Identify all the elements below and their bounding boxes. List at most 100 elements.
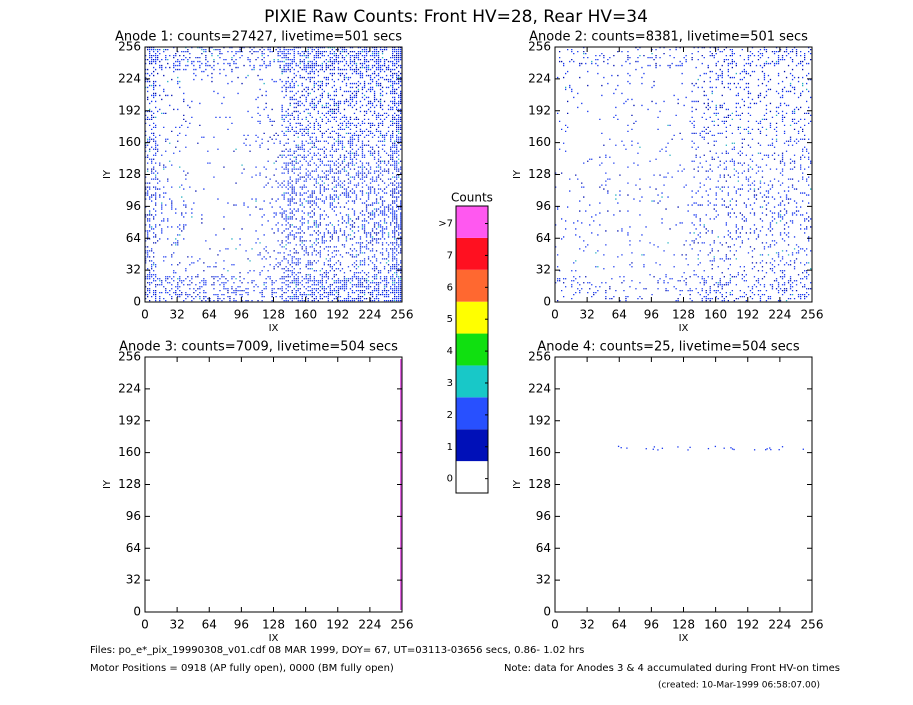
y-tick-label: 64 [126, 541, 141, 555]
footer-files: Files: po_e*_pix_19990308_v01.cdf 08 MAR… [90, 645, 584, 656]
y-tick-label: 64 [536, 231, 551, 245]
colorbar-label: >7 [438, 219, 453, 230]
y-tick-label: 64 [536, 541, 551, 555]
y-tick-label: 192 [118, 413, 141, 427]
x-tick-label: 32 [579, 308, 594, 322]
x-tick-label: 0 [141, 308, 149, 322]
x-tick-label: 256 [391, 308, 414, 322]
pixel-texture [802, 448, 804, 450]
y-tick-label: 256 [528, 350, 551, 364]
y-axis-label: IY [102, 169, 113, 179]
x-tick-label: 128 [672, 308, 695, 322]
y-tick-label: 160 [118, 445, 141, 459]
x-tick-label: 64 [202, 618, 217, 632]
pixel-texture [661, 447, 664, 449]
y-tick-label: 0 [543, 295, 551, 309]
pixel-texture [733, 448, 735, 451]
panel-title: Anode 4: counts=25, livetime=504 secs [537, 340, 799, 355]
x-tick-label: 256 [801, 308, 824, 322]
colorbar-swatch [456, 461, 488, 493]
pixel-texture [565, 53, 812, 302]
pixel-texture [687, 449, 689, 451]
y-tick-label: 192 [528, 103, 551, 117]
x-tick-label: 64 [612, 308, 627, 322]
y-tick-label: 96 [126, 199, 141, 213]
y-tick-label: 160 [118, 135, 141, 149]
pixel-texture [730, 447, 732, 449]
y-tick-label: 160 [528, 445, 551, 459]
y-tick-label: 192 [528, 413, 551, 427]
y-tick-label: 96 [536, 199, 551, 213]
colorbar-swatch [456, 397, 488, 430]
pixel-texture [645, 448, 647, 450]
x-tick-label: 32 [169, 308, 184, 322]
y-tick-label: 32 [536, 573, 551, 587]
x-tick-label: 128 [672, 618, 695, 632]
pixel-texture [653, 446, 656, 448]
colorbar-swatch [456, 365, 488, 398]
y-axis-label: IY [512, 479, 523, 489]
x-tick-label: 192 [326, 308, 349, 322]
y-tick-label: 160 [528, 135, 551, 149]
colorbar-swatch [456, 206, 488, 238]
plot-frame [144, 356, 403, 613]
pixel-texture [707, 447, 710, 450]
x-tick-label: 96 [234, 618, 249, 632]
pixel-texture [145, 47, 402, 302]
x-tick-label: 256 [391, 618, 414, 632]
x-tick-label: 224 [358, 308, 381, 322]
colorbar-label: 3 [447, 378, 453, 389]
panel-title: Anode 2: counts=8381, livetime=501 secs [529, 30, 808, 45]
colorbar-swatch [456, 301, 488, 334]
plot-frame [554, 356, 813, 613]
y-tick-label: 256 [118, 40, 141, 54]
x-tick-label: 224 [768, 618, 791, 632]
y-tick-label: 32 [536, 263, 551, 277]
plot-frame [554, 46, 813, 303]
y-tick-label: 224 [528, 381, 551, 395]
pixel-texture [753, 449, 756, 451]
page-title: PIXIE Raw Counts: Front HV=28, Rear HV=3… [264, 7, 648, 27]
colorbar-label: 2 [447, 410, 453, 421]
y-tick-label: 32 [126, 573, 141, 587]
pixel-texture [765, 449, 767, 451]
y-axis-label: IY [102, 479, 113, 489]
pixel-texture [731, 448, 734, 450]
pixel-texture [689, 446, 691, 449]
colorbar-frame [455, 205, 489, 494]
colorbar-label: 0 [447, 474, 453, 485]
pixel-texture [766, 448, 768, 450]
colorbar-label: 6 [447, 282, 453, 293]
pixel-texture [677, 446, 679, 448]
y-tick-label: 224 [118, 381, 141, 395]
y-tick-label: 256 [528, 40, 551, 54]
x-tick-label: 64 [202, 308, 217, 322]
x-tick-label: 0 [551, 618, 559, 632]
x-tick-label: 32 [579, 618, 594, 632]
y-tick-label: 0 [543, 605, 551, 619]
x-tick-label: 256 [801, 618, 824, 632]
x-axis-label: IX [269, 633, 279, 644]
footer-motor: Motor Positions = 0918 (AP fully open), … [90, 663, 394, 674]
x-axis-label: IX [679, 633, 689, 644]
x-tick-label: 96 [644, 308, 659, 322]
x-tick-label: 96 [644, 618, 659, 632]
pixel-texture [145, 47, 402, 302]
y-tick-label: 224 [528, 71, 551, 85]
x-tick-label: 192 [326, 618, 349, 632]
footer-created: (created: 10-Mar-1999 06:58:07.00) [658, 681, 820, 691]
pixel-texture [770, 448, 772, 451]
pixel-texture [657, 449, 659, 451]
pixel-texture [723, 447, 725, 449]
colorbar-title: Counts [451, 191, 493, 205]
x-tick-label: 224 [358, 618, 381, 632]
y-tick-label: 96 [126, 509, 141, 523]
panel-title: Anode 3: counts=7009, livetime=504 secs [119, 340, 398, 355]
y-tick-label: 32 [126, 263, 141, 277]
y-tick-label: 128 [528, 167, 551, 181]
y-axis-label: IY [512, 169, 523, 179]
x-tick-label: 160 [704, 308, 727, 322]
pixel-texture [652, 448, 654, 450]
pixel-texture [617, 445, 620, 448]
